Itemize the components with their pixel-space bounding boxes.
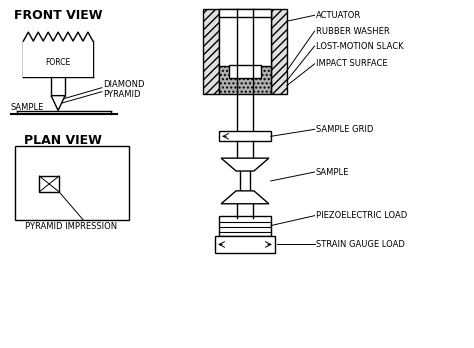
- Text: PYRAMID IMPRESSION: PYRAMID IMPRESSION: [25, 222, 117, 231]
- Bar: [15, 146, 129, 220]
- Polygon shape: [221, 191, 269, 204]
- Bar: [229, 65, 261, 78]
- Bar: [219, 131, 271, 141]
- Text: PIEZOELECTRIC LOAD: PIEZOELECTRIC LOAD: [316, 211, 407, 220]
- Text: FORCE: FORCE: [46, 58, 71, 68]
- Bar: [219, 66, 271, 94]
- Text: LOST-MOTION SLACK: LOST-MOTION SLACK: [316, 41, 403, 50]
- Bar: [39, 176, 59, 192]
- Bar: [203, 9, 219, 94]
- Bar: [219, 9, 271, 69]
- Text: SAMPLE: SAMPLE: [10, 103, 44, 112]
- Text: SAMPLE GRID: SAMPLE GRID: [316, 125, 373, 134]
- Bar: [219, 9, 271, 17]
- Bar: [215, 236, 275, 253]
- Text: DIAMOND
PYRAMID: DIAMOND PYRAMID: [103, 80, 145, 100]
- Bar: [23, 41, 93, 77]
- Bar: [219, 216, 271, 236]
- Polygon shape: [221, 158, 269, 171]
- Text: STRAIN GAUGE LOAD: STRAIN GAUGE LOAD: [316, 240, 404, 249]
- Bar: [271, 9, 287, 94]
- Text: PLAN VIEW: PLAN VIEW: [24, 134, 102, 147]
- Polygon shape: [51, 96, 65, 111]
- Text: ACTUATOR: ACTUATOR: [316, 11, 361, 20]
- Text: FRONT VIEW: FRONT VIEW: [14, 9, 102, 22]
- Text: IMPACT SURFACE: IMPACT SURFACE: [316, 60, 387, 69]
- Text: RUBBER WASHER: RUBBER WASHER: [316, 27, 389, 35]
- Text: SAMPLE: SAMPLE: [316, 167, 349, 176]
